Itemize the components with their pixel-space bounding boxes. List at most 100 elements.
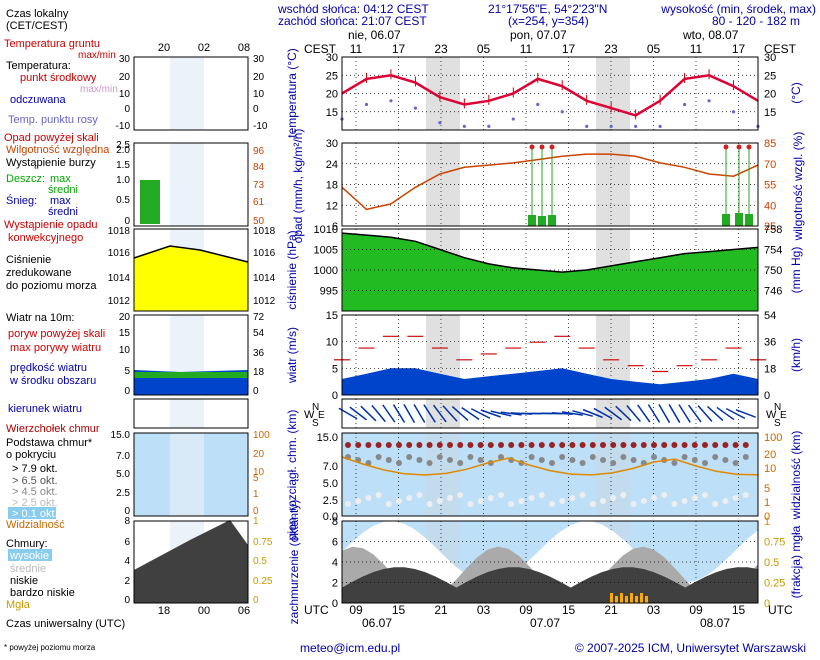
mini-temp-tick-right: 0 [253,104,259,115]
mini-temp-tick-right: -10 [253,121,268,132]
cloud-base-low-point [712,501,719,507]
footer-email[interactable]: meteo@icm.edu.pl [300,641,400,655]
ytick-right: 54 [764,310,776,322]
ytick-right: 746 [764,286,782,298]
mini-wind-tick-right: 36 [253,348,265,359]
wind-arrow [451,405,469,422]
cloud-base-low-point [406,495,413,501]
legend-okt4: > 2.5 okt. [12,497,58,509]
cloud-top-point [579,442,586,448]
mini-humid-tick: 96 [253,146,265,157]
cloud-top-point [569,442,576,448]
mini-wind-tick-left: 5 [124,366,130,377]
dewpoint-point [487,124,491,128]
ytick-right: 15 [764,107,776,119]
cloud-base-point [732,460,739,466]
mini-precip-tick: 1.0 [116,175,130,186]
utc-hour-6: 21 [604,603,618,617]
mini-wind-tick-left: 15 [119,328,131,339]
legend-wind-speed1: prędkość wiatru [10,362,87,374]
cloud-base-low-point [549,501,555,507]
cloud-top-point [416,442,423,448]
wind-arrow [593,407,613,420]
mini-night [170,57,204,130]
utc-label-right: UTC [768,603,793,617]
mini-cloudbase-tick: 15.0 [111,430,131,441]
wind-arrow [725,407,746,420]
precip-over-marker [529,144,535,150]
cloud-top-point [396,442,402,448]
cloud-base-point [569,457,576,463]
rain-bar [548,215,556,226]
local-hour-3: 05 [477,42,491,56]
cloud-top-point [732,442,739,448]
mini-panel-1 [133,142,249,227]
ytick-right: 25 [764,221,776,233]
legend-rain-mid: średni [48,184,78,196]
elev-title: wysokość (min, środek, max) [660,2,816,16]
wind-arrow [626,405,641,422]
local-hour-2: 23 [434,42,448,56]
mini-wind-tick-right: 0 [253,386,259,397]
mini-humid-tick: 50 [253,216,265,227]
ytick-right: 754 [764,245,782,257]
wind-area [342,368,758,395]
ylabel-left: wiatr (m/s) [285,327,299,384]
wind-arrow [382,404,396,423]
cloud-base-low-point [589,501,596,507]
dewpoint-point [609,124,613,128]
night-band [596,143,630,226]
dewpoint-point [560,110,564,114]
legend-conv1: Wystąpienie opadu [4,219,97,231]
cloud-top-point [589,442,596,448]
cloud-top-point [691,442,698,448]
utc-hour-9: 15 [732,603,746,617]
day-label-1: nie, 06.07 [348,28,401,42]
cloud-base-low-point [385,501,392,507]
cloud-top-point [702,442,708,448]
compass-n-right: N [774,402,781,413]
local-hour-0: 11 [350,42,363,56]
cloud-top-point [630,442,637,448]
panel-frame [341,398,759,429]
mini-wind-tick-right: 54 [253,328,265,339]
mini-vis-tick: 10 [253,467,265,478]
footer-copyright: © 2007-2025 ICM, Uniwersytet Warszawski [575,641,806,655]
cloud-base-point [416,457,423,463]
mini-top-hour-0: 20 [158,42,170,54]
wind-arrow [572,410,593,417]
cloud-base-low-point [569,495,576,501]
cloud-top-point [671,442,678,448]
cloud-base-point [589,454,596,460]
cloud-base-low-point [610,495,617,501]
mini-precip-tick: 2.0 [116,145,130,156]
mini-wind-tick-left: 10 [119,345,131,356]
mini-cloud-area [134,520,248,603]
mini-cloudbase-tick: 5.0 [116,469,130,480]
local-hour-5: 17 [562,42,576,56]
ytick-left: 10 [326,337,338,349]
mini-top-hour-2: 08 [238,42,250,54]
fog-bar [645,596,648,603]
ylabel-right: (°C) [789,82,803,103]
wind-arrow [678,404,691,423]
mini-bottom-hour-1: 00 [198,605,210,617]
ytick-left: 12 [326,200,338,212]
cloud-top-point [742,442,749,448]
ytick-right: 30 [764,52,776,64]
ytick-left: 995 [320,286,338,298]
cloud-base-low-point [528,495,535,501]
day-label-3: wto, 08.07 [682,28,739,42]
legend-pressure2: zredukowane [6,267,71,279]
fog-bar [635,596,638,603]
mini-vis-tick: 5 [253,473,259,484]
ytick-left: 4 [332,557,338,569]
mini-cloud-tick-right: 0.75 [253,537,273,548]
cloud-base-low-point [355,498,362,504]
cloud-base-point [712,454,719,460]
ytick-left: 25 [326,70,338,82]
wind-arrow [706,405,724,422]
precip-over-marker [746,144,752,150]
ytick-right: 85 [764,138,776,150]
